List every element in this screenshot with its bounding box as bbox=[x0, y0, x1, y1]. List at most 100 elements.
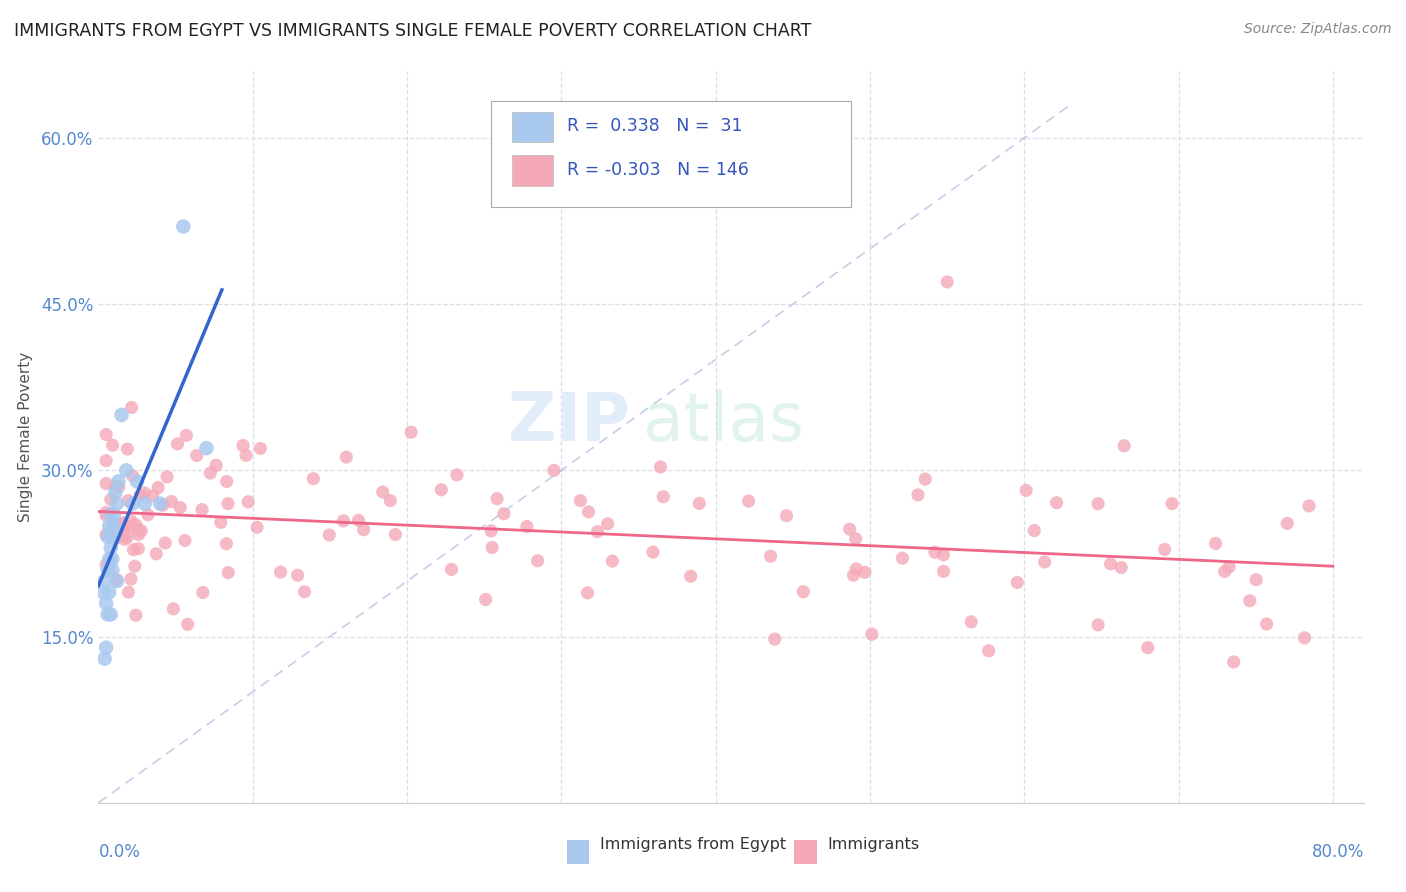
Point bbox=[215, 537, 238, 551]
Point bbox=[602, 554, 624, 568]
Point bbox=[371, 485, 394, 500]
Point bbox=[1205, 536, 1227, 550]
Bar bbox=[512, 155, 553, 186]
Point bbox=[103, 508, 125, 522]
Point bbox=[149, 497, 172, 511]
Point bbox=[384, 527, 406, 541]
Point bbox=[94, 508, 117, 523]
Point bbox=[860, 627, 883, 641]
Point bbox=[100, 541, 122, 555]
Point bbox=[215, 475, 238, 489]
Point bbox=[101, 438, 124, 452]
Point bbox=[145, 547, 167, 561]
Point bbox=[160, 494, 183, 508]
Point bbox=[94, 527, 117, 541]
Bar bbox=[512, 112, 553, 143]
Point bbox=[1277, 516, 1299, 531]
Point bbox=[209, 516, 232, 530]
Point bbox=[174, 533, 197, 548]
Point bbox=[335, 450, 357, 465]
Text: atlas: atlas bbox=[643, 390, 803, 456]
Point bbox=[1033, 555, 1056, 569]
Point bbox=[960, 615, 983, 629]
Point bbox=[332, 514, 354, 528]
Point bbox=[93, 651, 115, 665]
Text: ZIP: ZIP bbox=[508, 390, 630, 456]
Point bbox=[842, 568, 865, 582]
Point bbox=[111, 528, 134, 542]
Point bbox=[104, 485, 127, 500]
Point bbox=[105, 574, 128, 589]
Point bbox=[838, 522, 860, 536]
Point bbox=[103, 530, 125, 544]
Point bbox=[217, 566, 239, 580]
Point bbox=[430, 483, 453, 497]
Point bbox=[526, 554, 548, 568]
Point bbox=[121, 401, 143, 415]
Point bbox=[1213, 565, 1236, 579]
Point bbox=[492, 507, 515, 521]
Text: R =  0.338   N =  31: R = 0.338 N = 31 bbox=[567, 117, 742, 136]
Point bbox=[891, 551, 914, 566]
Point bbox=[1024, 524, 1046, 538]
Point bbox=[112, 533, 135, 547]
Point bbox=[914, 472, 936, 486]
Point bbox=[270, 565, 292, 579]
Point bbox=[481, 541, 503, 555]
Point bbox=[120, 514, 142, 528]
Point bbox=[1099, 557, 1122, 571]
Point bbox=[1045, 496, 1067, 510]
Point bbox=[479, 524, 502, 538]
Point bbox=[486, 491, 509, 506]
Point bbox=[1109, 560, 1132, 574]
Text: Immigrants from Egypt: Immigrants from Egypt bbox=[599, 837, 786, 852]
Point bbox=[1007, 575, 1029, 590]
Point bbox=[146, 481, 169, 495]
Point bbox=[94, 476, 117, 491]
Point bbox=[845, 562, 868, 576]
Point bbox=[98, 552, 121, 566]
Point bbox=[134, 497, 156, 511]
Point bbox=[446, 467, 468, 482]
Point bbox=[117, 585, 139, 599]
Point bbox=[136, 508, 159, 522]
Point bbox=[249, 442, 271, 456]
Point bbox=[1087, 497, 1109, 511]
Point bbox=[93, 574, 115, 589]
Point bbox=[440, 562, 463, 576]
Point bbox=[121, 497, 143, 511]
Point bbox=[318, 528, 340, 542]
Point bbox=[162, 602, 184, 616]
Point bbox=[191, 585, 214, 599]
Point bbox=[977, 644, 1000, 658]
Point bbox=[166, 437, 188, 451]
Point bbox=[131, 524, 153, 538]
Point bbox=[1239, 594, 1261, 608]
Point bbox=[117, 493, 139, 508]
Point bbox=[1161, 497, 1184, 511]
Point bbox=[129, 488, 152, 502]
Point bbox=[107, 480, 129, 494]
Point bbox=[399, 425, 422, 440]
Point bbox=[1136, 640, 1159, 655]
Point bbox=[578, 505, 600, 519]
Point bbox=[1294, 631, 1316, 645]
Point bbox=[576, 586, 599, 600]
Point bbox=[200, 466, 222, 480]
Point bbox=[118, 520, 141, 534]
Point bbox=[110, 408, 132, 422]
Point bbox=[107, 475, 129, 489]
Point bbox=[1256, 617, 1278, 632]
Point bbox=[124, 559, 146, 574]
Point bbox=[853, 566, 876, 580]
Point bbox=[302, 472, 325, 486]
FancyBboxPatch shape bbox=[491, 101, 851, 207]
Y-axis label: Single Female Poverty: Single Female Poverty bbox=[18, 352, 32, 522]
Point bbox=[101, 563, 124, 577]
Point bbox=[1222, 655, 1244, 669]
Point bbox=[120, 572, 142, 586]
Point bbox=[127, 541, 149, 556]
Point bbox=[112, 516, 135, 530]
Point bbox=[205, 458, 228, 473]
Point bbox=[121, 468, 143, 483]
